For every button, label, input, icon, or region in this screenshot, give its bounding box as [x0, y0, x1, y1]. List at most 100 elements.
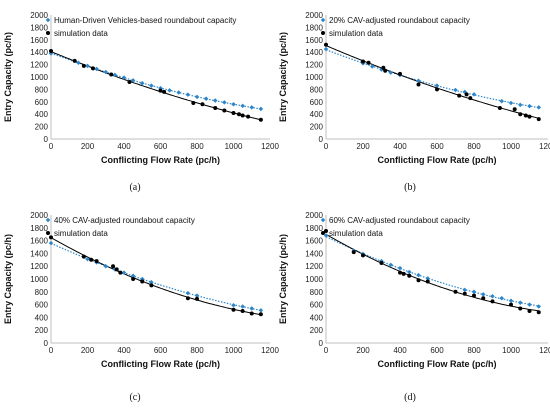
legend-marker: [45, 17, 51, 23]
x-tick-label: 1000: [502, 346, 520, 355]
data-point-simulation: [118, 270, 123, 275]
y-axis-label: Entry Capacity (pc/h): [3, 32, 13, 122]
y-tick-label: 400: [35, 110, 49, 119]
data-point-simulation: [162, 89, 167, 94]
data-point-cav: [499, 295, 505, 301]
data-point-simulation: [131, 277, 136, 281]
y-tick-label: 600: [310, 98, 324, 107]
data-point-simulation: [523, 113, 528, 118]
y-tick-label: 0: [44, 339, 49, 348]
data-point-simulation: [195, 296, 199, 301]
y-tick-label: 1400: [30, 48, 48, 57]
data-point-simulation: [213, 106, 218, 110]
data-point-cav: [397, 265, 403, 271]
data-point-simulation: [457, 93, 462, 98]
data-point-simulation: [249, 311, 254, 316]
data-point-cav: [203, 96, 209, 101]
x-tick-label: 1200: [261, 346, 279, 355]
data-point-simulation: [89, 257, 94, 262]
y-tick-label: 1600: [30, 36, 48, 45]
data-point-simulation: [398, 270, 402, 275]
y-axis-label: Entry Capacity (pc/h): [278, 32, 288, 122]
data-point-simulation: [231, 110, 236, 115]
x-tick-label: 400: [117, 346, 131, 355]
y-tick-label: 1800: [30, 224, 48, 233]
data-point-simulation: [401, 271, 406, 276]
legend-label: Human-Driven Vehicles-based roundabout c…: [54, 16, 236, 25]
data-point-simulation: [236, 112, 241, 117]
data-point-cav: [194, 293, 200, 298]
data-point-simulation: [94, 259, 99, 264]
data-point-cav: [167, 88, 172, 93]
data-point-cav: [462, 287, 468, 293]
y-tick-label: 1000: [30, 73, 48, 82]
x-tick-label: 0: [49, 142, 54, 151]
data-point-cav: [240, 304, 245, 309]
data-point-simulation: [127, 79, 132, 84]
x-tick-label: 800: [467, 142, 481, 151]
data-point-cav: [388, 262, 394, 268]
data-point-cav: [149, 279, 154, 285]
x-tick-label: 400: [117, 142, 131, 151]
y-tick-label: 1200: [305, 61, 323, 70]
data-point-simulation: [49, 235, 53, 240]
data-point-simulation: [191, 101, 196, 106]
data-point-cav: [471, 289, 477, 295]
panel-label: (a): [129, 182, 140, 193]
data-point-cav: [249, 105, 255, 110]
y-tick-label: 2000: [30, 11, 48, 20]
y-tick-label: 1400: [30, 249, 48, 258]
data-point-simulation: [351, 250, 356, 255]
data-point-cav: [149, 83, 154, 88]
legend-label: simulation data: [329, 29, 383, 38]
data-point-cav: [527, 302, 532, 307]
legend-label: simulation data: [54, 29, 108, 38]
x-tick-label: 1200: [261, 142, 279, 151]
data-point-simulation: [185, 296, 190, 301]
legend-marker: [46, 31, 50, 35]
y-tick-label: 1200: [30, 262, 48, 271]
y-tick-label: 1000: [305, 73, 323, 82]
data-point-cav: [85, 63, 90, 69]
data-point-simulation: [453, 289, 458, 294]
data-point-simulation: [149, 283, 154, 288]
data-point-cav: [48, 240, 54, 246]
data-point-simulation: [435, 87, 439, 92]
y-tick-label: 2000: [305, 11, 323, 20]
data-point-simulation: [324, 229, 328, 233]
data-point-cav: [527, 103, 532, 109]
data-point-cav: [517, 102, 523, 108]
legend-marker: [321, 31, 325, 35]
data-point-simulation: [518, 112, 523, 117]
data-point-cav: [112, 72, 118, 78]
trendline-simulation: [50, 51, 262, 121]
data-point-cav: [416, 272, 421, 278]
data-point-simulation: [49, 48, 53, 53]
data-point-cav: [471, 92, 477, 97]
data-point-simulation: [497, 106, 502, 110]
y-tick-label: 1600: [30, 237, 48, 246]
x-tick-label: 800: [467, 346, 481, 355]
y-tick-label: 800: [310, 85, 324, 94]
data-point-cav: [517, 300, 523, 305]
y-tick-label: 1200: [30, 61, 48, 70]
y-tick-label: 1600: [305, 237, 323, 246]
x-tick-label: 0: [324, 346, 329, 355]
y-tick-label: 200: [310, 326, 324, 335]
data-point-simulation: [425, 279, 430, 284]
data-point-cav: [76, 60, 81, 66]
x-tick-label: 200: [81, 142, 95, 151]
legend-label: 40% CAV-adjusted roundabout capacity: [54, 216, 195, 225]
data-point-cav: [258, 308, 264, 313]
data-point-cav: [176, 90, 182, 95]
y-tick-label: 800: [35, 85, 49, 94]
y-tick-label: 1800: [305, 224, 323, 233]
data-point-simulation: [472, 293, 476, 298]
data-point-simulation: [527, 114, 532, 119]
x-axis-label: Conflicting Flow Rate (pc/h): [378, 359, 497, 369]
y-tick-label: 400: [310, 313, 324, 322]
chart-panel-4: 0 200 400 600 800 1000 1200 1400 1600 1800 2000 0 20…: [278, 211, 550, 403]
data-point-simulation: [324, 42, 328, 47]
data-point-cav: [453, 87, 458, 93]
data-point-cav: [212, 98, 218, 103]
